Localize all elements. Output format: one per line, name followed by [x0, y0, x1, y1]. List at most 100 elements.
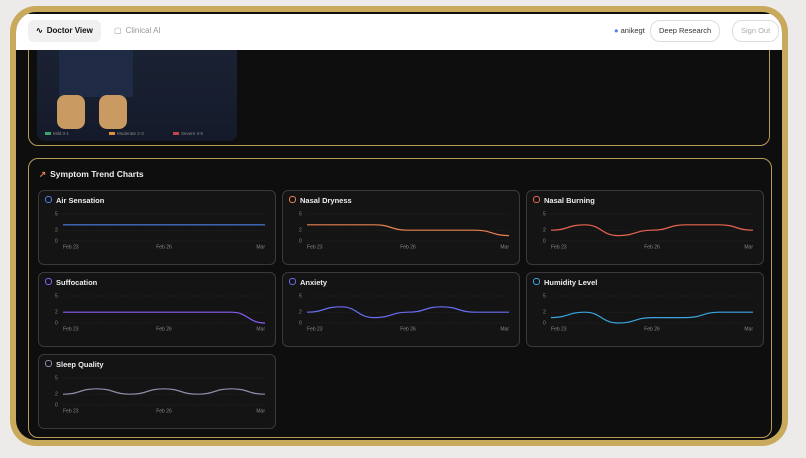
- section-title: Symptom Trend Charts: [50, 169, 144, 179]
- chart-title: Suffocation: [56, 278, 98, 287]
- chart-title: Nasal Dryness: [300, 196, 352, 205]
- screen: Mild 0-1 Moderate 2-3 Severe 4-5 ∿ Doctor V…: [16, 12, 782, 440]
- legend-label: Mild 0-1: [53, 131, 70, 136]
- y-tick-label: 0: [543, 320, 546, 326]
- chart-title-row: Air Sensation: [45, 196, 104, 205]
- y-tick-label: 5: [55, 211, 58, 217]
- y-tick-label: 0: [55, 402, 58, 408]
- legend-swatch: [109, 132, 115, 135]
- y-tick-label: 2: [543, 310, 546, 316]
- trend-line: [63, 311, 266, 324]
- trend-section: ↗ Symptom Trend Charts Air Sensation 0 2 5 Fe…: [28, 158, 772, 438]
- legend-item: Severe 4-5: [173, 131, 203, 136]
- chart-title-row: Suffocation: [45, 278, 97, 287]
- line-chart: 0 2 5 Feb 23 Feb 26 Mar: [55, 211, 265, 250]
- top-nav: ∿ Doctor View ▢ Clinical AI ● anikegt Deep…: [16, 14, 782, 50]
- x-tick-label: Mar: [256, 326, 265, 332]
- trend-line: [306, 306, 509, 319]
- x-tick-label: Feb 23: [63, 408, 79, 414]
- chart-title: Humidity Level: [544, 278, 598, 287]
- chart-icon: [45, 360, 52, 367]
- line-chart: 0 2 5 Feb 23 Feb 26 Mar: [299, 293, 509, 332]
- user-name: anikegt: [620, 26, 645, 35]
- y-tick-label: 2: [543, 228, 546, 234]
- line-chart: 0 2 5 Feb 23 Feb 26 Mar: [543, 293, 753, 332]
- y-tick-label: 5: [299, 211, 302, 217]
- chart-icon: [289, 196, 296, 203]
- tab-label: Clinical AI: [125, 26, 161, 35]
- y-tick-label: 5: [299, 293, 302, 299]
- y-tick-label: 5: [543, 211, 546, 217]
- y-tick-label: 2: [55, 228, 58, 234]
- x-tick-label: Feb 26: [156, 244, 172, 250]
- y-tick-label: 5: [55, 375, 58, 381]
- x-tick-label: Feb 23: [63, 326, 79, 332]
- legend-swatch: [173, 132, 179, 135]
- y-tick-label: 0: [543, 238, 546, 244]
- y-tick-label: 5: [543, 293, 546, 299]
- x-tick-label: Feb 26: [400, 244, 416, 250]
- device-frame: Mild 0-1 Moderate 2-3 Severe 4-5 ∿ Doctor V…: [10, 6, 788, 446]
- chart-title: Air Sensation: [56, 196, 105, 205]
- trend-line: [550, 224, 754, 237]
- chart-card: Nasal Burning 0 2 5 Feb 23 Feb 26 Mar: [526, 190, 764, 265]
- y-tick-label: 5: [55, 293, 58, 299]
- line-chart: 0 2 5 Feb 23 Feb 26 Mar: [299, 211, 509, 250]
- x-tick-label: Feb 23: [551, 326, 567, 332]
- chart-card: Sleep Quality 0 2 5 Feb 23 Feb 26 Mar: [38, 354, 276, 429]
- nav-tab[interactable]: ▢ Clinical AI: [114, 26, 161, 35]
- trend-line: [62, 388, 266, 395]
- chart-title: Sleep Quality: [56, 360, 104, 369]
- chart-title-row: Nasal Dryness: [289, 196, 352, 205]
- x-tick-label: Mar: [500, 326, 509, 332]
- y-tick-label: 2: [55, 392, 58, 398]
- x-tick-label: Mar: [744, 326, 753, 332]
- chart-card: Anxiety 0 2 5 Feb 23 Feb 26 Mar: [282, 272, 520, 347]
- x-tick-label: Feb 26: [156, 326, 172, 332]
- chart-card: Humidity Level 0 2 5 Feb 23 Feb 26 Mar: [526, 272, 764, 347]
- x-tick-label: Feb 23: [307, 244, 323, 250]
- legend-label: Severe 4-5: [181, 131, 204, 136]
- chart-card: Suffocation 0 2 5 Feb 23 Feb 26 Mar: [38, 272, 276, 347]
- x-tick-label: Mar: [256, 244, 265, 250]
- tab-label: Doctor View: [46, 26, 93, 35]
- x-tick-label: Feb 26: [644, 326, 660, 332]
- sign-out-button[interactable]: Sign Out: [732, 20, 780, 42]
- y-tick-label: 0: [55, 238, 58, 244]
- y-tick-label: 2: [299, 310, 302, 316]
- x-tick-label: Mar: [500, 244, 509, 250]
- x-tick-label: Feb 26: [644, 244, 660, 250]
- legend-swatch: [45, 132, 51, 135]
- chart-icon: [289, 278, 296, 285]
- deep-research-button[interactable]: Deep Research: [650, 20, 721, 42]
- nav-tab[interactable]: ∿ Doctor View: [28, 20, 101, 42]
- x-tick-label: Feb 23: [551, 244, 567, 250]
- chart-card: Air Sensation 0 2 5 Feb 23 Feb 26 Mar: [38, 190, 276, 265]
- chart-icon: [533, 196, 540, 203]
- y-tick-label: 0: [299, 238, 302, 244]
- line-chart: 0 2 5 Feb 23 Feb 26 Mar: [55, 375, 266, 414]
- x-tick-label: Feb 26: [400, 326, 416, 332]
- x-tick-label: Mar: [744, 244, 753, 250]
- x-tick-label: Feb 23: [307, 326, 323, 332]
- chart-title-row: Anxiety: [289, 278, 327, 287]
- chart-title: Anxiety: [300, 278, 328, 287]
- legend-label: Moderate 2-3: [117, 131, 144, 136]
- image-panel: Mild 0-1 Moderate 2-3 Severe 4-5: [28, 12, 770, 146]
- y-tick-label: 2: [299, 228, 302, 234]
- y-tick-label: 0: [55, 320, 58, 326]
- y-tick-label: 2: [55, 310, 58, 316]
- chart-icon: [533, 278, 540, 285]
- chart-title-row: Nasal Burning: [533, 196, 595, 205]
- x-tick-label: Feb 26: [156, 408, 172, 414]
- x-tick-label: Mar: [256, 408, 265, 414]
- chart-icon: [45, 196, 52, 203]
- x-tick-label: Feb 23: [63, 244, 79, 250]
- legend-item: Moderate 2-3: [109, 131, 144, 136]
- line-chart: 0 2 5 Feb 23 Feb 26 Mar: [543, 211, 754, 250]
- chart-card: Nasal Dryness 0 2 5 Feb 23 Feb 26 Mar: [282, 190, 520, 265]
- chart-title-row: Sleep Quality: [45, 360, 104, 369]
- trend-line: [550, 311, 753, 324]
- chart-title: Nasal Burning: [544, 196, 595, 205]
- chart-icon: [45, 278, 52, 285]
